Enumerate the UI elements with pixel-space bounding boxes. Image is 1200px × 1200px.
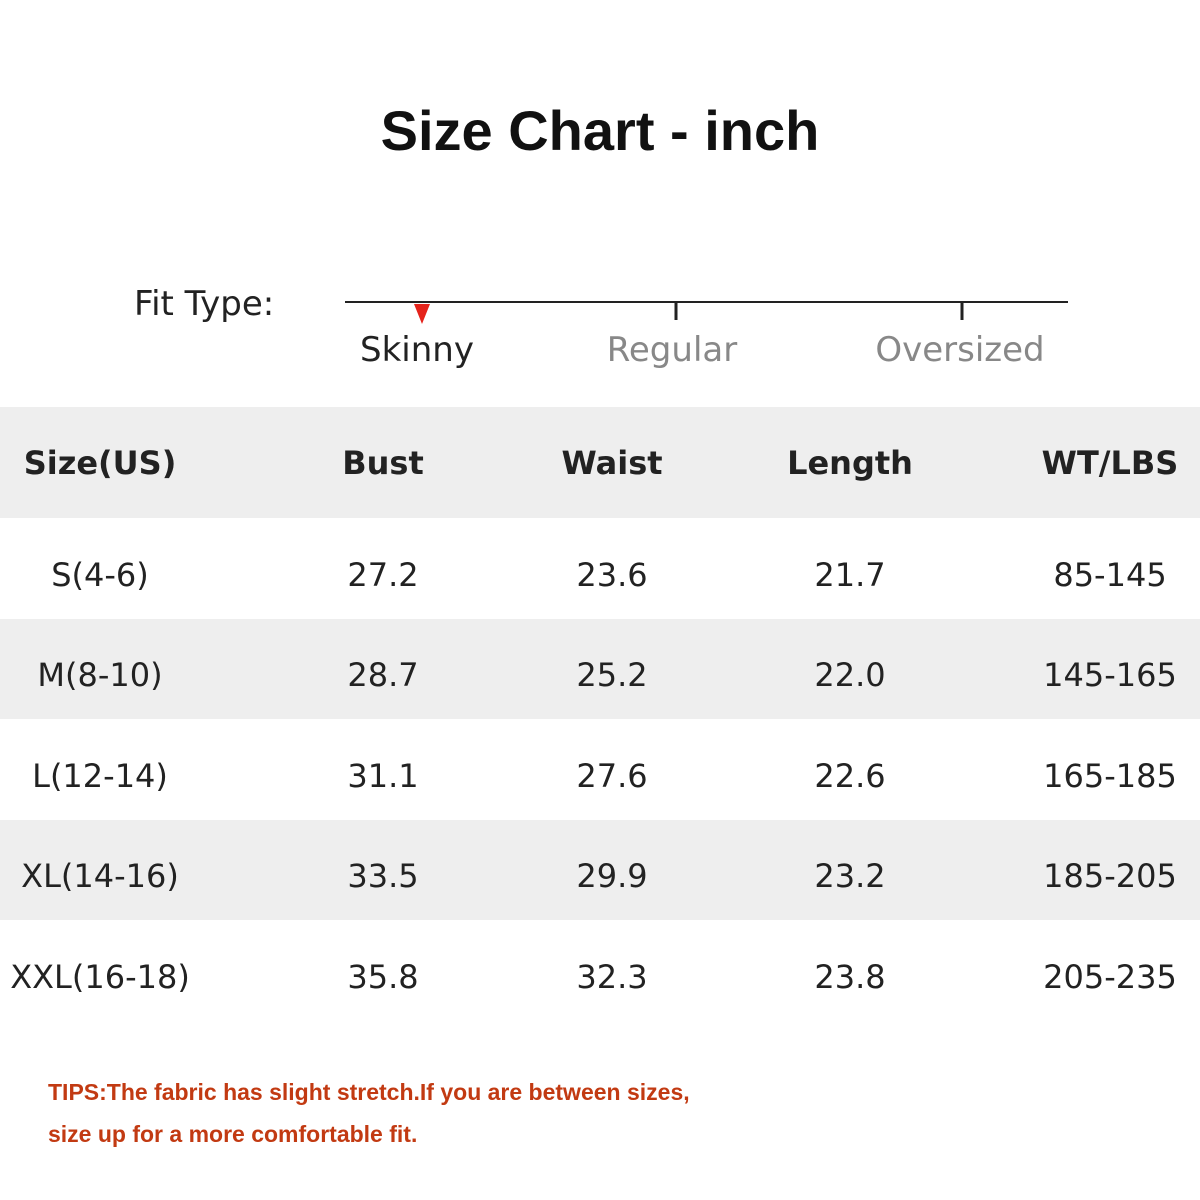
header-row: Size(US) Bust Waist Length WT/LBS: [0, 407, 1200, 518]
table-cell: 22.0: [814, 656, 886, 695]
table-cell: S(4-6): [51, 555, 149, 594]
table-cell: 27.6: [576, 756, 648, 795]
table-row: XL(14-16) 33.5 29.9 23.2 185-205: [0, 819, 1200, 921]
table-cell: 23.6: [576, 555, 648, 594]
table-cell: 165-185: [1043, 756, 1177, 795]
fit-scale: [345, 301, 1068, 324]
table-cell: XXL(16-18): [10, 957, 190, 996]
fit-option: Regular: [606, 330, 738, 370]
table-cell: 31.1: [347, 756, 419, 795]
table-row: M(8-10) 28.7 25.2 22.0 145-165: [0, 618, 1200, 720]
table-row: S(4-6) 27.2 23.6 21.7 85-145: [0, 518, 1200, 619]
table-row: XXL(16-18) 35.8 32.3 23.8 205-235: [0, 920, 1200, 1021]
table-cell: 35.8: [347, 957, 419, 996]
table-cell: 22.6: [814, 756, 886, 795]
table-cell: 23.2: [814, 857, 886, 896]
table-cell: XL(14-16): [21, 857, 179, 896]
table-cell: 29.9: [576, 857, 648, 896]
table-cell: L(12-14): [32, 756, 168, 795]
table-cell: 21.7: [814, 555, 886, 594]
table-cell: 33.5: [347, 857, 419, 896]
fit-option: Oversized: [875, 330, 1045, 370]
fit-label: Fit Type:: [134, 284, 275, 324]
table-cell: 27.2: [347, 555, 419, 594]
fit-option: Skinny: [360, 330, 474, 370]
table-cell: 25.2: [576, 656, 648, 695]
table-cell: 23.8: [814, 957, 886, 996]
table-cell: 85-145: [1053, 555, 1167, 594]
column-header: Size(US): [23, 443, 177, 482]
table-row: L(12-14) 31.1 27.6 22.6 165-185: [0, 719, 1200, 820]
column-header: Bust: [342, 443, 424, 482]
table-cell: M(8-10): [37, 656, 163, 695]
tip-text: TIPS:The fabric has slight stretch.If yo…: [48, 1079, 690, 1105]
title: Size Chart - inch: [380, 99, 820, 162]
table-cell: 32.3: [576, 957, 648, 996]
column-header: WT/LBS: [1041, 443, 1179, 482]
tip-text: size up for a more comfortable fit.: [48, 1121, 418, 1147]
column-header: Length: [787, 443, 913, 482]
column-header: Waist: [561, 443, 663, 482]
table-cell: 28.7: [347, 656, 419, 695]
fit-marker: [414, 304, 430, 324]
table-cell: 205-235: [1043, 957, 1177, 996]
table-cell: 145-165: [1043, 656, 1177, 695]
table-cell: 185-205: [1043, 857, 1177, 896]
